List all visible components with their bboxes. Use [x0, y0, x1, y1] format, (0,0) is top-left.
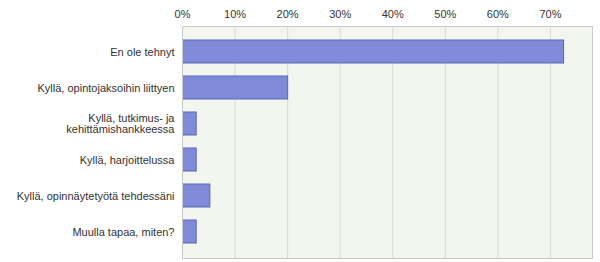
svg-text:50%: 50% — [434, 8, 456, 20]
svg-text:Kyllä, harjoittelussa: Kyllä, harjoittelussa — [80, 154, 176, 166]
svg-text:10%: 10% — [224, 8, 246, 20]
svg-text:Kyllä, opinnäytetyötä tehdessä: Kyllä, opinnäytetyötä tehdessäni — [17, 190, 175, 202]
svg-text:30%: 30% — [329, 8, 351, 20]
svg-text:En ole tehnyt: En ole tehnyt — [110, 46, 174, 58]
svg-text:20%: 20% — [277, 8, 299, 20]
svg-text:Kyllä, tutkimus- jakehittämish: Kyllä, tutkimus- jakehittämishankkeessa — [66, 112, 175, 135]
svg-text:60%: 60% — [487, 8, 509, 20]
svg-text:70%: 70% — [539, 8, 561, 20]
svg-text:Muulla tapaa, miten?: Muulla tapaa, miten? — [72, 226, 174, 238]
svg-text:40%: 40% — [382, 8, 404, 20]
svg-text:0%: 0% — [175, 8, 191, 20]
svg-text:Kyllä, opintojaksoihin liittye: Kyllä, opintojaksoihin liittyen — [38, 82, 175, 94]
